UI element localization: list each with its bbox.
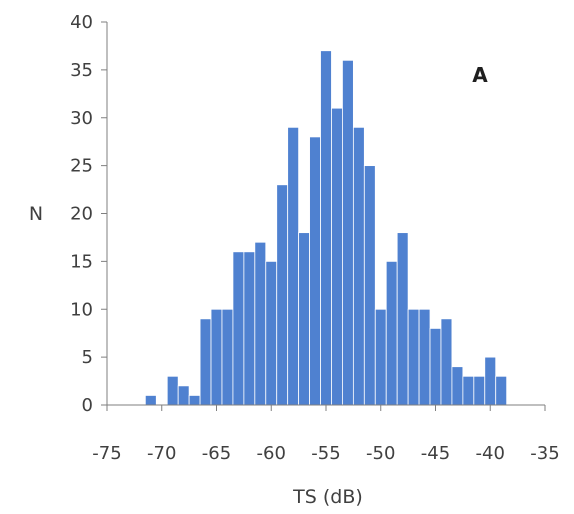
- y-tick-label: 10: [70, 299, 93, 320]
- histogram-bar: [320, 50, 332, 406]
- histogram-bar: [265, 260, 278, 406]
- histogram-bar: [473, 375, 486, 406]
- histogram-bar: [484, 356, 497, 406]
- histogram-bar: [396, 232, 409, 406]
- histogram-bar: [144, 395, 157, 406]
- x-tick-label: -40: [476, 443, 505, 464]
- x-tick-label: -35: [530, 443, 559, 464]
- histogram-bar: [254, 241, 267, 406]
- y-axis-title: N: [29, 203, 43, 225]
- x-tick-label: -50: [366, 443, 395, 464]
- histogram-bar: [309, 136, 321, 406]
- y-tick-label: 15: [70, 251, 93, 272]
- histogram-bar: [232, 251, 245, 406]
- axes-layer: 0 5 10 15 20 25 30 35 40 -75 -70 -65 -60 -55 -50 -45 -40…: [70, 12, 560, 464]
- histogram-bar: [287, 126, 300, 406]
- histogram-bar: [385, 260, 398, 406]
- histogram-bar: [374, 308, 387, 406]
- histogram-bar: [363, 165, 376, 406]
- x-tick-label: -75: [92, 443, 121, 464]
- histogram-bar: [451, 366, 464, 406]
- histogram-bar: [407, 308, 420, 406]
- histogram-bar: [342, 59, 354, 406]
- histogram-bar: [243, 251, 256, 406]
- histogram-bar: [221, 308, 234, 406]
- y-tick-label: 20: [70, 204, 93, 225]
- histogram-bar: [352, 126, 365, 406]
- x-tick-label: -45: [421, 443, 450, 464]
- bars-layer: [144, 50, 508, 406]
- x-tick-label: -70: [147, 443, 176, 464]
- x-axis-title: TS (dB): [292, 486, 363, 508]
- histogram-bar: [418, 308, 431, 406]
- histogram-bar: [199, 318, 212, 406]
- x-tick-label: -55: [311, 443, 340, 464]
- histogram-bar: [331, 107, 343, 406]
- x-tick-label: -65: [202, 443, 231, 464]
- y-tick-label: 0: [82, 395, 93, 416]
- histogram-bar: [462, 375, 475, 406]
- histogram-bar: [188, 395, 201, 406]
- histogram-bar: [166, 375, 179, 406]
- histogram-bar: [177, 385, 190, 406]
- y-tick-label: 35: [70, 60, 93, 81]
- histogram-bar: [495, 375, 508, 406]
- histogram-bar: [298, 232, 310, 406]
- x-tick-label: -60: [257, 443, 286, 464]
- histogram-bar: [276, 184, 289, 406]
- labels-layer: N TS (dB) A: [29, 63, 488, 508]
- histogram-bar: [440, 318, 453, 406]
- histogram-bar: [429, 327, 442, 406]
- y-tick-label: 30: [70, 108, 93, 129]
- panel-annotation: A: [472, 63, 488, 87]
- y-tick-label: 40: [70, 12, 93, 33]
- y-tick-label: 25: [70, 156, 93, 177]
- y-tick-label: 5: [82, 347, 93, 368]
- histogram-bar: [210, 308, 223, 406]
